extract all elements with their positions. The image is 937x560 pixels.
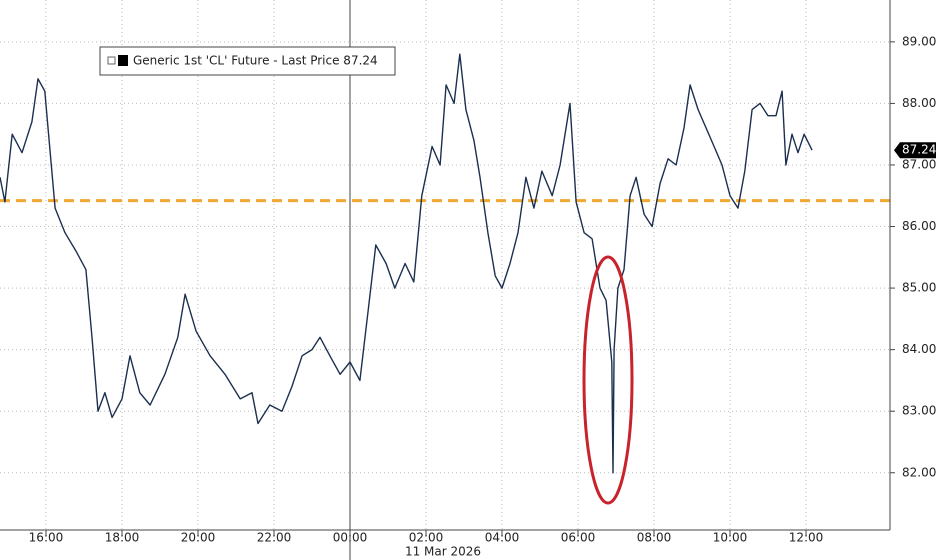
last-price-label: 87.24 [902, 143, 936, 157]
y-tick-label: 86.00 [902, 219, 936, 233]
x-tick-label: 20:00 [181, 531, 216, 545]
price-line [0, 53, 813, 474]
axes: 82.00 83.00 84.00 85.00 86.00 87.00 88.00 89.00… [29, 34, 937, 544]
x-tick-label: 12:00 [789, 531, 824, 545]
x-tick-label: 16:00 [29, 531, 64, 545]
y-tick-label: 85.00 [902, 281, 936, 295]
legend-box [99, 46, 396, 76]
x-tick-label: 04:00 [485, 531, 520, 545]
y-tick-label: 83.00 [902, 404, 936, 418]
y-tick-label: 89.00 [902, 34, 936, 48]
x-tick-label: 02:00 [409, 531, 444, 545]
x-tick-label: 18:00 [105, 531, 140, 545]
highlight-ellipse [582, 255, 634, 505]
last-price-marker [894, 142, 936, 159]
x-tick-label: 08:00 [637, 531, 672, 545]
legend-label: Generic 1st 'CL' Future - Last Price 87.… [133, 54, 378, 68]
x-tick-label: 10:00 [713, 531, 748, 545]
legend-swatch [118, 55, 128, 66]
y-tick-label: 87.00 [902, 157, 936, 171]
y-tick-label: 88.00 [902, 96, 936, 110]
x-tick-label: 06:00 [561, 531, 596, 545]
date-label: 11 Mar 2026 [405, 545, 481, 559]
plot [0, 53, 890, 474]
x-tick-label: 00:00 [333, 531, 368, 545]
y-tick-label: 84.00 [902, 342, 936, 356]
y-tick-label: 82.00 [902, 465, 936, 479]
x-tick-label: 22:00 [257, 531, 292, 545]
legend-toggle [107, 56, 116, 65]
legend: Generic 1st 'CL' Future - Last Price 87.… [99, 46, 396, 76]
